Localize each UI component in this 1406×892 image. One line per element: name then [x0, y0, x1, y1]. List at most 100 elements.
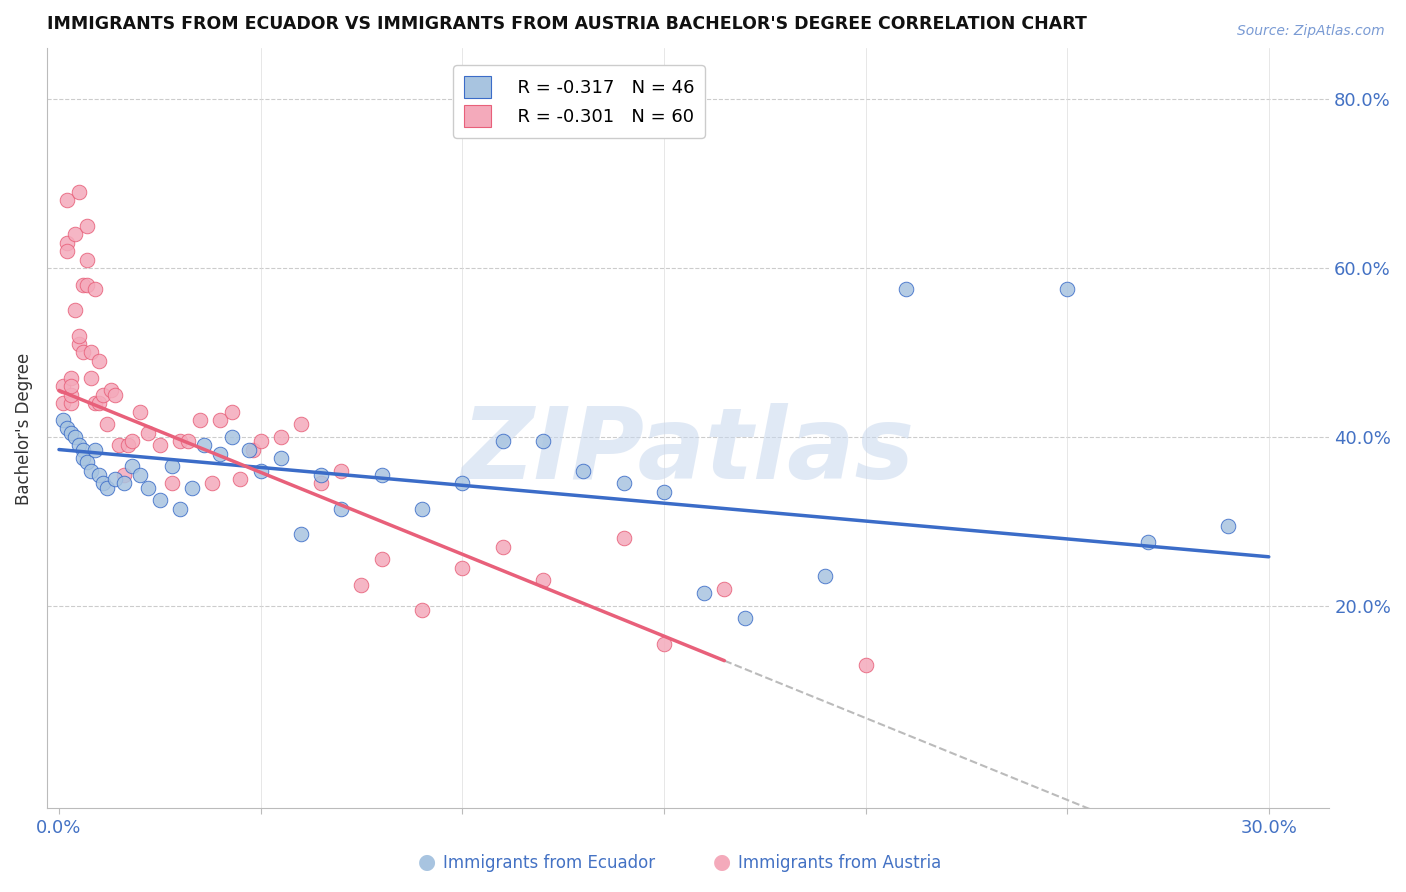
Point [136, 481, 159, 495]
Point [177, 434, 200, 449]
Point [572, 464, 595, 478]
Point [60, 371, 83, 385]
Point [894, 282, 917, 296]
Point [56, 244, 79, 259]
Point [221, 430, 243, 444]
Point [121, 434, 143, 449]
Point [52, 396, 75, 410]
Point [112, 476, 135, 491]
Point [72, 450, 94, 465]
Point [149, 493, 172, 508]
Point [411, 603, 433, 617]
Point [72, 442, 94, 457]
Point [76, 219, 98, 233]
Point [531, 434, 554, 449]
Point [612, 531, 634, 545]
Point [238, 442, 260, 457]
Point [67, 438, 90, 452]
Point [209, 447, 232, 461]
Point [84, 442, 107, 457]
Text: IMMIGRANTS FROM ECUADOR VS IMMIGRANTS FROM AUSTRIA BACHELOR'S DEGREE CORRELATION: IMMIGRANTS FROM ECUADOR VS IMMIGRANTS FR… [46, 15, 1087, 33]
Point [270, 430, 292, 444]
Text: ZIPatlas: ZIPatlas [461, 403, 915, 500]
Point [93, 476, 115, 491]
Point [60, 379, 83, 393]
Point [67, 328, 90, 343]
Point [249, 464, 271, 478]
Point [188, 413, 211, 427]
Point [93, 387, 115, 401]
Point [531, 574, 554, 588]
Point [89, 354, 111, 368]
Point [713, 582, 735, 596]
Point [100, 384, 122, 398]
Point [814, 569, 837, 583]
Point [76, 252, 98, 267]
Point [249, 434, 271, 449]
Point [56, 421, 79, 435]
Text: Source: ZipAtlas.com: Source: ZipAtlas.com [1237, 24, 1385, 38]
Point [652, 637, 675, 651]
Point [491, 540, 513, 554]
Point [169, 501, 191, 516]
Y-axis label: Bachelor's Degree: Bachelor's Degree [15, 352, 32, 505]
Point [89, 396, 111, 410]
Point [136, 425, 159, 440]
Point [451, 561, 474, 575]
Text: Immigrants from Austria: Immigrants from Austria [738, 855, 942, 872]
Point [612, 476, 634, 491]
Point [104, 472, 127, 486]
Point [193, 438, 215, 452]
Point [56, 194, 79, 208]
Point [181, 481, 204, 495]
Point [451, 476, 474, 491]
Point [56, 235, 79, 250]
Point [63, 430, 86, 444]
Text: ●: ● [713, 853, 738, 872]
Point [855, 657, 877, 672]
Point [67, 337, 90, 351]
Point [117, 438, 139, 452]
Point [652, 484, 675, 499]
Point [112, 467, 135, 482]
Point [1136, 535, 1159, 549]
Point [1056, 282, 1078, 296]
Point [169, 434, 191, 449]
Point [270, 450, 292, 465]
Point [693, 586, 716, 600]
Point [350, 577, 373, 591]
Point [128, 404, 150, 418]
Point [80, 371, 103, 385]
Point [290, 417, 312, 432]
Point [80, 464, 103, 478]
Point [67, 185, 90, 199]
Point [330, 464, 353, 478]
Point [72, 277, 94, 292]
Point [60, 396, 83, 410]
Point [411, 501, 433, 516]
Point [370, 467, 392, 482]
Point [330, 501, 353, 516]
Point [76, 277, 98, 292]
Point [52, 413, 75, 427]
Point [370, 552, 392, 566]
Point [60, 387, 83, 401]
Point [128, 467, 150, 482]
Point [160, 476, 183, 491]
Point [221, 404, 243, 418]
Point [52, 379, 75, 393]
Point [104, 387, 127, 401]
Point [1218, 518, 1240, 533]
Text: ●: ● [418, 853, 443, 872]
Point [209, 413, 232, 427]
Legend:   R = -0.317   N = 46,   R = -0.301   N = 60: R = -0.317 N = 46, R = -0.301 N = 60 [453, 65, 704, 138]
Point [96, 481, 118, 495]
Point [84, 282, 107, 296]
Text: Immigrants from Ecuador: Immigrants from Ecuador [443, 855, 655, 872]
Point [734, 611, 756, 625]
Point [80, 345, 103, 359]
Point [121, 459, 143, 474]
Point [76, 455, 98, 469]
Point [201, 476, 224, 491]
Point [84, 396, 107, 410]
